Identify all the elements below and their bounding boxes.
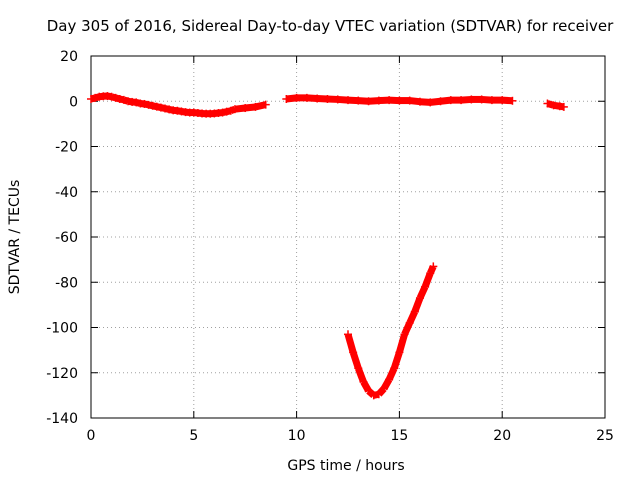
x-tick-label: 20 bbox=[493, 428, 511, 444]
x-tick-label: 15 bbox=[390, 428, 408, 444]
y-tick-label: 0 bbox=[69, 94, 78, 110]
data-point bbox=[508, 96, 517, 105]
y-axis-label: SDTVAR / TECUs bbox=[7, 180, 23, 295]
grid bbox=[91, 56, 605, 418]
data-point bbox=[559, 102, 568, 111]
data-trace-segment bbox=[349, 351, 362, 370]
data-trace-segment bbox=[396, 333, 408, 354]
data-trace-segment bbox=[344, 333, 357, 354]
y-tick-label: -20 bbox=[55, 140, 78, 156]
data-trace-segment bbox=[411, 296, 424, 313]
y-tick-label: -40 bbox=[55, 185, 78, 201]
axis-ticks: 0 5 10 15 20 25 20 0 -20 -40 -60 -80 -100 -120 -140 bbox=[46, 49, 614, 444]
data-trace-segment bbox=[385, 366, 398, 381]
data-trace-segment bbox=[406, 310, 419, 325]
data-trace-segment bbox=[366, 388, 377, 399]
y-tick-label: -140 bbox=[46, 411, 78, 427]
y-tick-label: -100 bbox=[46, 321, 78, 337]
x-tick-label: 0 bbox=[87, 428, 96, 444]
data-point bbox=[429, 262, 438, 271]
chart-title: Day 305 of 2016, Sidereal Day-to-day VTE… bbox=[47, 17, 614, 35]
data-trace-segment bbox=[376, 386, 387, 397]
data-trace-segment bbox=[355, 366, 367, 384]
data-trace-segment bbox=[421, 271, 434, 289]
data-trace-segment bbox=[401, 321, 413, 336]
x-axis-label: GPS time / hours bbox=[287, 458, 404, 474]
x-tick-label: 25 bbox=[596, 428, 614, 444]
x-tick-label: 5 bbox=[189, 428, 198, 444]
data-trace-segment bbox=[380, 377, 393, 391]
x-tick-label: 10 bbox=[288, 428, 306, 444]
y-tick-label: -120 bbox=[46, 366, 78, 382]
y-tick-label: 20 bbox=[60, 49, 78, 65]
data-trace-segment bbox=[390, 351, 403, 370]
data-points bbox=[87, 92, 568, 400]
y-tick-label: -60 bbox=[55, 230, 78, 246]
y-tick-label: -80 bbox=[55, 275, 78, 291]
data-point bbox=[261, 100, 270, 109]
data-trace-segment bbox=[360, 380, 372, 393]
data-trace-segment bbox=[416, 285, 429, 300]
